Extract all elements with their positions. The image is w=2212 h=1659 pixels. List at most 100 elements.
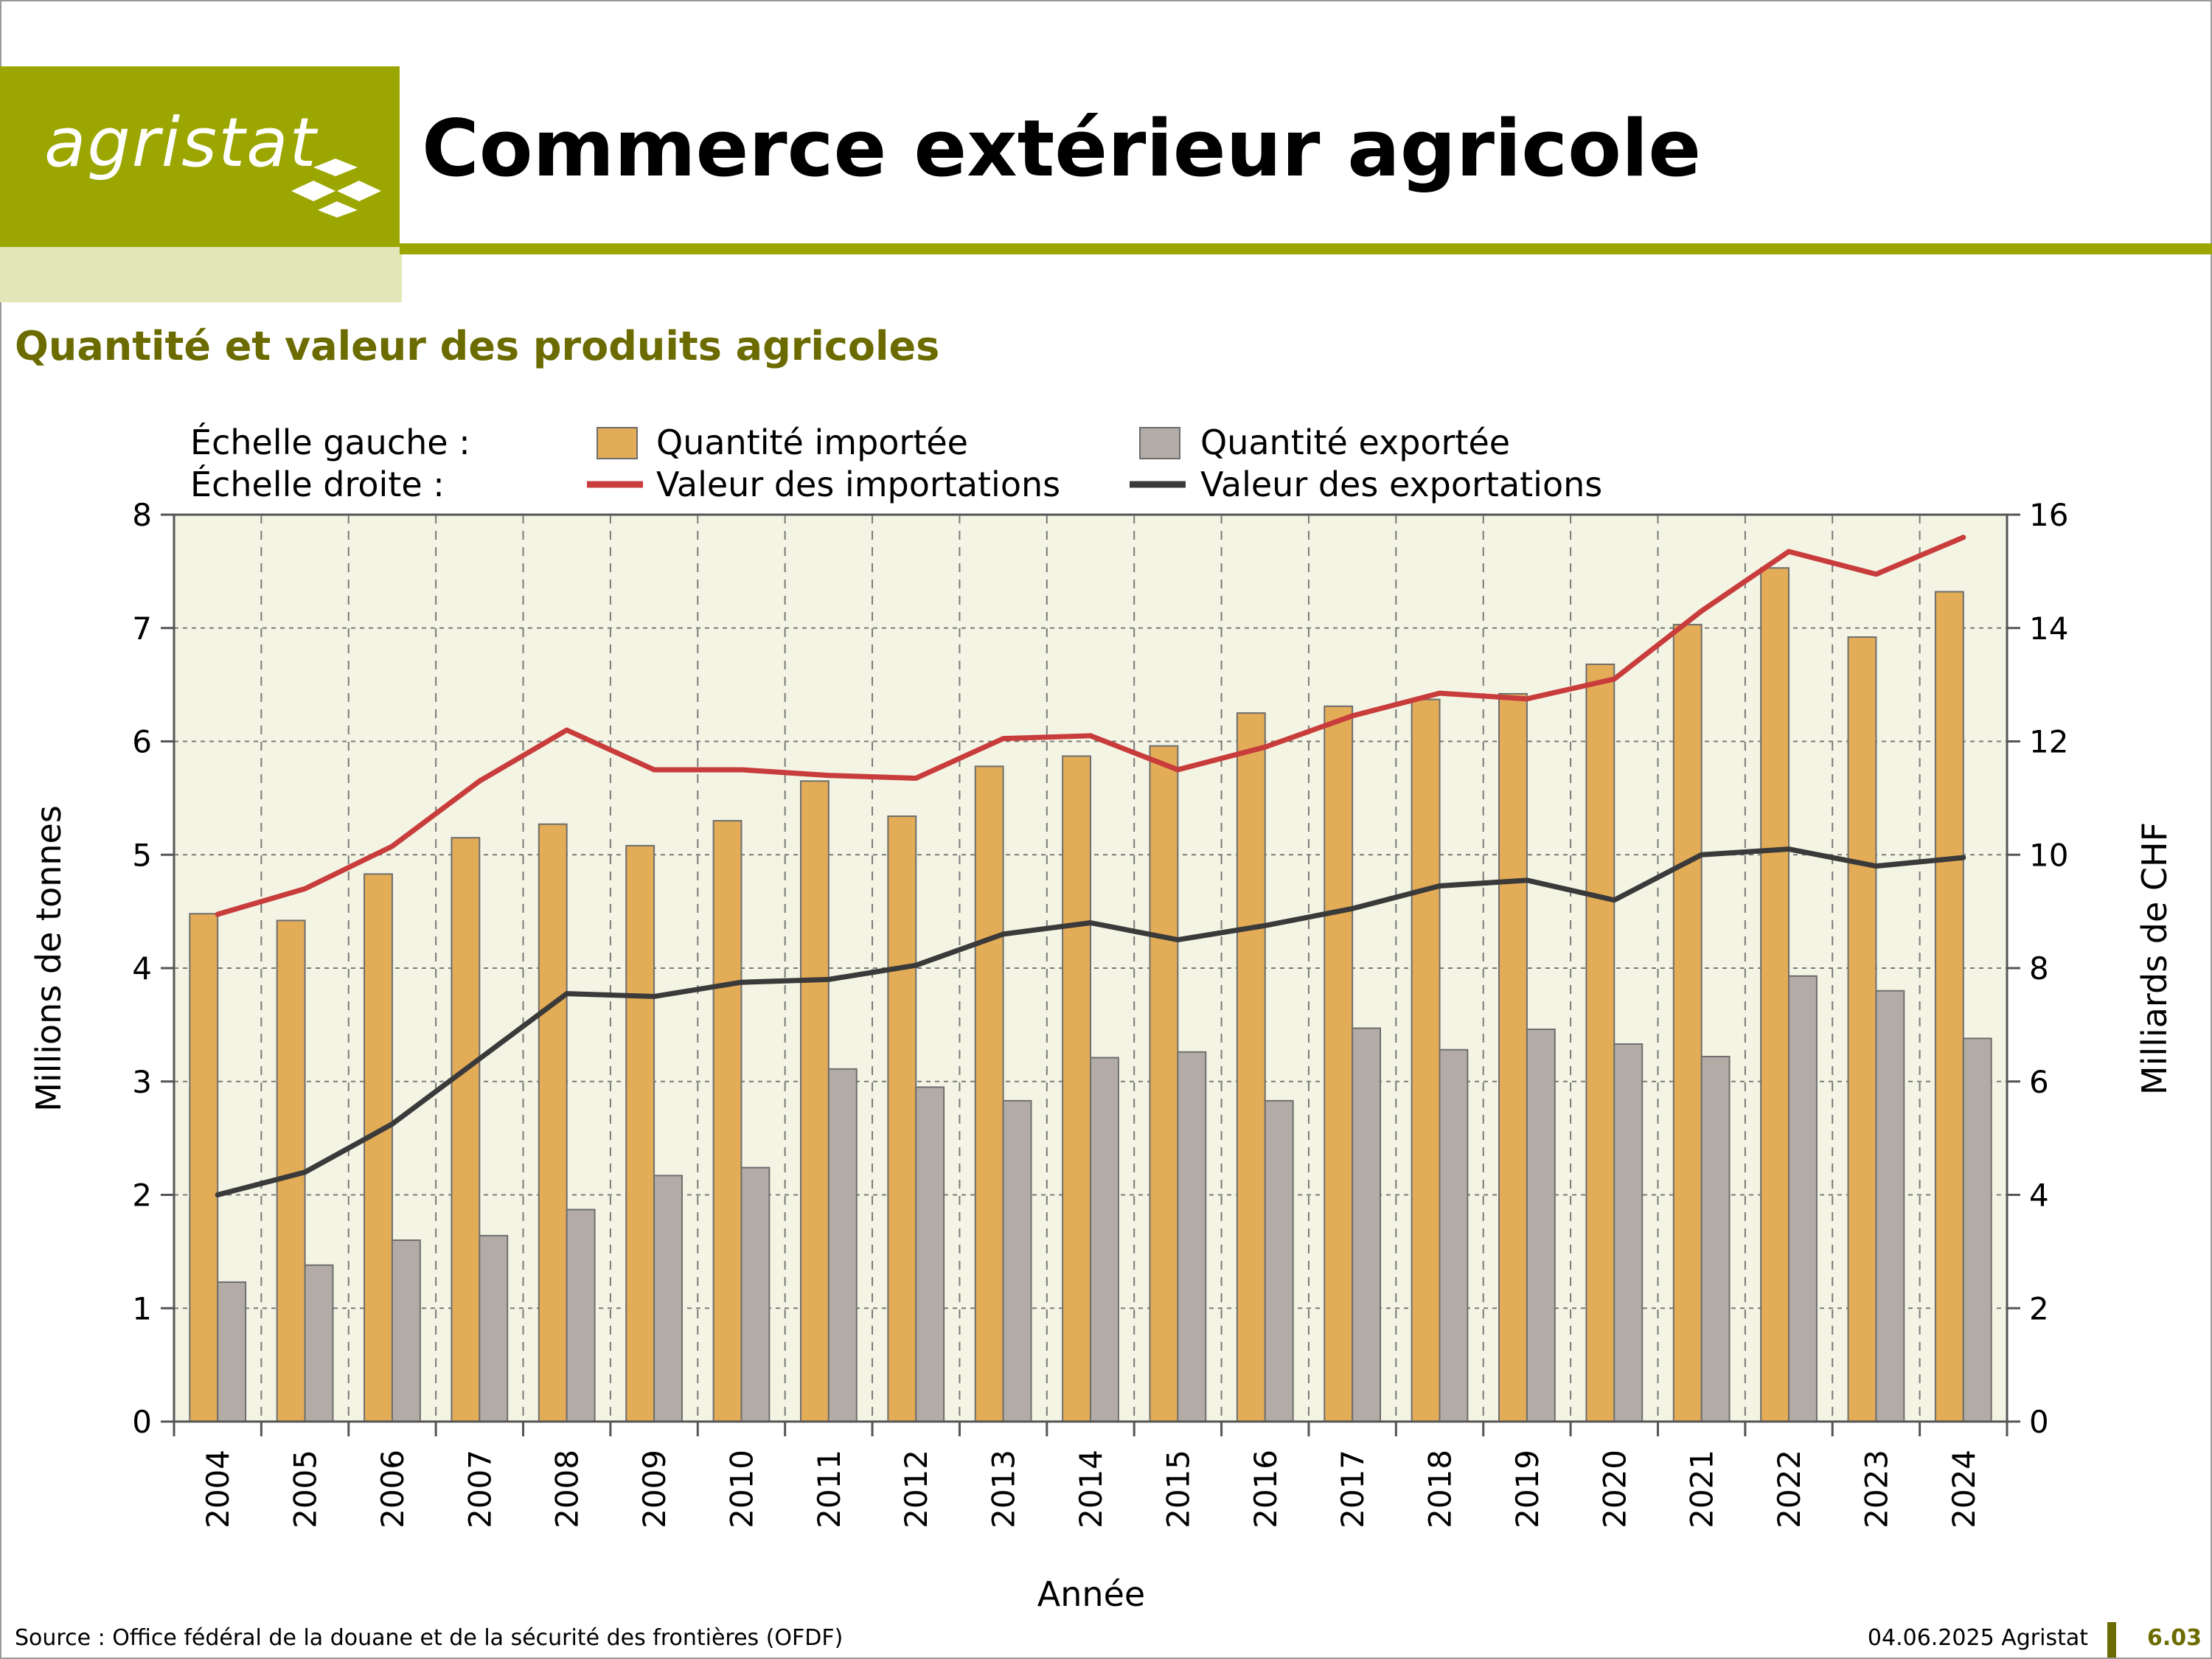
x-tick-label: 2024 xyxy=(1946,1450,1982,1528)
bar-imports-qty xyxy=(1236,712,1266,1422)
x-tick-label: 2004 xyxy=(200,1450,236,1528)
bar-imports-qty xyxy=(712,820,742,1422)
page-title: Commerce extérieur agricole xyxy=(422,103,1702,194)
y-left-tick-label: 6 xyxy=(132,724,152,760)
bar-imports-qty xyxy=(1062,755,1091,1423)
bar-exports-qty xyxy=(566,1208,596,1423)
y-left-tick-label: 5 xyxy=(132,837,152,873)
x-tick-label: 2005 xyxy=(288,1450,324,1528)
bar-imports-qty xyxy=(538,823,568,1423)
y-axis-right-title: Milliards de CHF xyxy=(2135,822,2174,1095)
x-tick-label: 2011 xyxy=(811,1450,847,1528)
y-right-tick-label: 16 xyxy=(2029,497,2068,533)
line-exports-value xyxy=(215,846,1966,1197)
x-tick-label: 2014 xyxy=(1073,1450,1109,1528)
x-tick-label: 2012 xyxy=(898,1450,934,1528)
y-right-tick-label: 14 xyxy=(2029,611,2068,647)
x-tick-label: 2017 xyxy=(1335,1450,1371,1528)
bar-imports-qty xyxy=(799,780,830,1422)
x-tick-label: 2019 xyxy=(1509,1450,1545,1528)
x-tick-label: 2010 xyxy=(723,1450,759,1528)
x-axis-title: Année xyxy=(1037,1574,1145,1614)
bar-exports-qty xyxy=(915,1086,945,1422)
bar-imports-qty xyxy=(1324,705,1354,1422)
bar-exports-qty xyxy=(1526,1029,1556,1422)
x-tick-label: 2021 xyxy=(1684,1450,1720,1528)
bar-imports-qty xyxy=(1498,692,1528,1422)
bar-exports-qty xyxy=(1352,1027,1382,1423)
bar-imports-qty xyxy=(364,873,393,1422)
y-left-tick-label: 4 xyxy=(132,950,152,987)
bars xyxy=(189,567,1992,1423)
y-right-tick-label: 2 xyxy=(2029,1290,2049,1326)
bar-exports-qty xyxy=(304,1264,334,1422)
legend-left-scale-label: Échelle gauche : xyxy=(190,422,470,462)
value-lines xyxy=(215,535,1966,1197)
x-tick-label: 2007 xyxy=(462,1450,498,1528)
y-left-tick-label: 2 xyxy=(132,1178,152,1214)
y-right-tick-label: 8 xyxy=(2029,950,2049,987)
bar-imports-qty xyxy=(1847,636,1877,1422)
bar-exports-qty xyxy=(653,1175,683,1423)
legend-label-imports-value: Valeur des importations xyxy=(656,465,1060,504)
x-tick-label: 2022 xyxy=(1771,1450,1807,1528)
x-tick-label: 2008 xyxy=(549,1450,585,1528)
x-tick-label: 2013 xyxy=(986,1450,1022,1528)
x-tick-label: 2006 xyxy=(375,1450,411,1528)
bar-imports-qty xyxy=(189,913,219,1422)
x-tick-label: 2015 xyxy=(1160,1450,1196,1528)
footer-date: 04.06.2025 Agristat xyxy=(1867,1625,2088,1651)
x-tick-label: 2016 xyxy=(1248,1450,1284,1528)
bar-exports-qty xyxy=(740,1166,771,1422)
bar-exports-qty xyxy=(1002,1099,1032,1422)
bar-imports-qty xyxy=(1585,663,1615,1423)
y-left-tick-label: 8 xyxy=(132,497,152,533)
bar-exports-qty xyxy=(1700,1055,1731,1423)
legend-label-imports-qty: Quantité importée xyxy=(656,422,968,462)
bar-exports-qty xyxy=(1090,1057,1119,1423)
bar-imports-qty xyxy=(1149,745,1179,1422)
legend-swatch-exports-qty xyxy=(1139,427,1180,459)
line-imports-value xyxy=(215,535,1966,917)
diamond-logo-icon xyxy=(291,159,381,218)
legend-label-exports-qty: Quantité exportée xyxy=(1200,422,1510,462)
gridlines xyxy=(174,515,2007,1422)
bar-exports-qty xyxy=(1875,990,1905,1422)
y-right-tick-label: 6 xyxy=(2029,1064,2049,1100)
bar-imports-qty xyxy=(1934,591,1964,1422)
y-right-tick-label: 12 xyxy=(2029,724,2068,760)
bar-exports-qty xyxy=(391,1239,421,1422)
bar-imports-qty xyxy=(1760,567,1790,1423)
y-axis-left-title: Millions de tonnes xyxy=(29,805,69,1112)
y-left-tick-label: 3 xyxy=(132,1064,152,1100)
bar-exports-qty xyxy=(479,1234,509,1422)
header-rule xyxy=(400,243,2212,254)
bar-exports-qty xyxy=(1788,975,1818,1422)
chart-subtitle: Quantité et valeur des produits agricole… xyxy=(15,323,940,369)
bar-imports-qty xyxy=(1411,698,1441,1422)
bar-imports-qty xyxy=(625,844,655,1422)
legend-right-scale-label: Échelle droite : xyxy=(190,465,445,504)
source-note: Source : Office fédéral de la douane et … xyxy=(15,1625,844,1651)
y-right-tick-label: 10 xyxy=(2029,837,2068,873)
axes xyxy=(161,513,2020,1436)
y-left-tick-label: 0 xyxy=(132,1404,152,1440)
x-tick-label: 2020 xyxy=(1596,1450,1632,1528)
y-right-tick-label: 4 xyxy=(2029,1178,2049,1214)
legend-label-exports-value: Valeur des exportations xyxy=(1200,465,1602,504)
bar-imports-qty xyxy=(451,837,481,1422)
legend: Échelle gauche : Échelle droite : Quanti… xyxy=(190,422,1602,504)
bar-exports-qty xyxy=(1177,1051,1207,1423)
logo-block xyxy=(0,66,400,247)
bar-imports-qty xyxy=(1672,624,1703,1423)
x-tick-label: 2023 xyxy=(1858,1450,1894,1528)
agristat-logo: agristat xyxy=(44,103,318,182)
x-tick-label: 2018 xyxy=(1422,1450,1458,1528)
legend-swatch-imports-qty xyxy=(597,427,638,459)
y-left-tick-label: 7 xyxy=(132,611,152,647)
bar-exports-qty xyxy=(1264,1099,1294,1422)
bar-exports-qty xyxy=(1439,1048,1469,1422)
